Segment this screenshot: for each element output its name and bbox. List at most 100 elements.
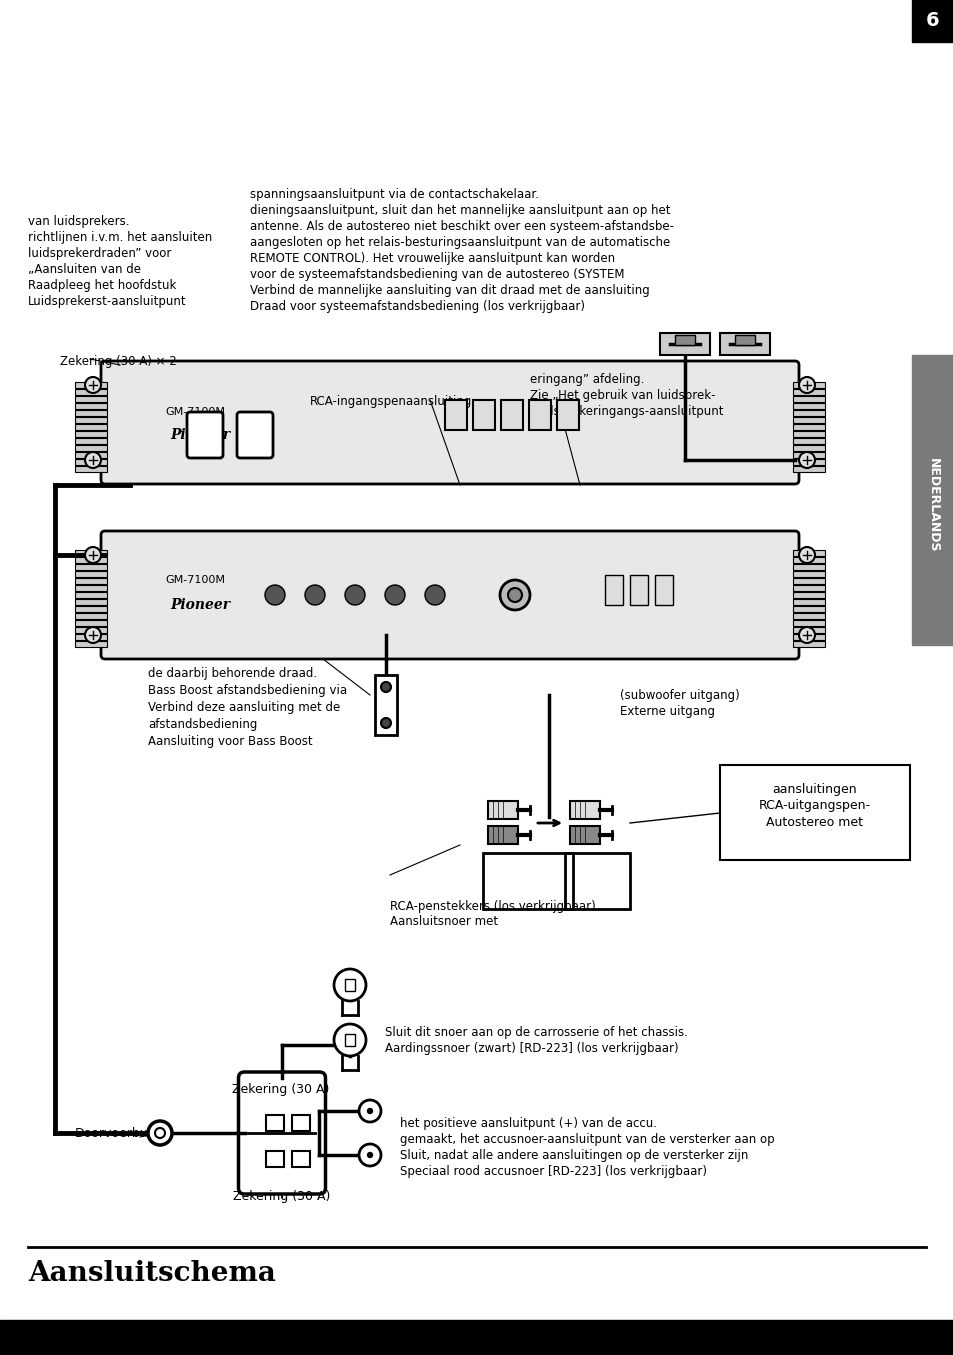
Bar — [75, 444, 107, 451]
Circle shape — [148, 1121, 172, 1145]
Text: Zie „Het gebruik van luidsprek-: Zie „Het gebruik van luidsprek- — [530, 389, 715, 402]
Text: Aansluitsnoer met: Aansluitsnoer met — [390, 915, 497, 928]
Text: Aansluiting voor Bass Boost: Aansluiting voor Bass Boost — [148, 734, 313, 748]
Text: eringang” afdeling.: eringang” afdeling. — [530, 373, 643, 386]
Text: de daarbij behorende draad.: de daarbij behorende draad. — [148, 667, 316, 680]
Circle shape — [380, 682, 391, 692]
Bar — [720, 766, 909, 860]
Bar — [792, 466, 824, 472]
Bar — [75, 438, 107, 444]
Text: Autostereo met: Autostereo met — [765, 817, 862, 829]
Bar — [792, 438, 824, 444]
Circle shape — [85, 547, 101, 562]
Bar — [75, 612, 107, 619]
Bar — [500, 400, 522, 430]
Text: van luidsprekers.: van luidsprekers. — [28, 215, 130, 228]
Circle shape — [507, 588, 521, 602]
Bar — [75, 627, 107, 633]
Bar — [529, 400, 551, 430]
Text: Speciaal rood accusnoer [RD-223] (los verkrijgbaar): Speciaal rood accusnoer [RD-223] (los ve… — [399, 1165, 706, 1177]
Bar — [655, 575, 672, 604]
Circle shape — [385, 585, 405, 604]
Circle shape — [367, 1108, 372, 1114]
Bar — [75, 570, 107, 577]
Bar — [792, 564, 824, 570]
Text: Raadpleeg het hoofdstuk: Raadpleeg het hoofdstuk — [28, 279, 176, 291]
Text: Luidsprekeringangs-aansluitpunt: Luidsprekeringangs-aansluitpunt — [530, 405, 723, 417]
Circle shape — [154, 1127, 165, 1138]
Bar — [444, 400, 467, 430]
Text: Verbind de mannelijke aansluiting van dit draad met de aansluiting: Verbind de mannelijke aansluiting van di… — [250, 285, 649, 297]
FancyBboxPatch shape — [101, 360, 799, 484]
Text: gemaakt, het accusnoer-aansluitpunt van de versterker aan op: gemaakt, het accusnoer-aansluitpunt van … — [399, 1133, 774, 1146]
Text: RCA-penstekkers (los verkrijgbaar).: RCA-penstekkers (los verkrijgbaar). — [390, 900, 598, 913]
Text: „Aansluiten van de: „Aansluiten van de — [28, 263, 141, 276]
Bar — [75, 453, 107, 458]
Bar — [292, 1150, 310, 1167]
Text: Doorvoerbuisje: Doorvoerbuisje — [75, 1127, 170, 1140]
Bar — [557, 400, 578, 430]
Bar — [604, 575, 622, 604]
Bar — [675, 335, 695, 346]
Text: REMOTE CONTROL). Het vrouwelijke aansluitpunt kan worden: REMOTE CONTROL). Het vrouwelijke aanslui… — [250, 252, 615, 266]
Bar — [792, 424, 824, 430]
FancyBboxPatch shape — [236, 412, 273, 458]
Bar — [569, 801, 599, 818]
Bar — [911, 0, 953, 42]
Text: aangesloten op het relais-besturingsaansluitpunt van de automatische: aangesloten op het relais-besturingsaans… — [250, 236, 670, 249]
Bar — [792, 453, 824, 458]
Text: Zekering (30 A): Zekering (30 A) — [233, 1190, 331, 1203]
Text: Verbind deze aansluiting met de: Verbind deze aansluiting met de — [148, 701, 340, 714]
Bar — [720, 333, 769, 355]
Text: Aardingssnoer (zwart) [RD-223] (los verkrijgbaar): Aardingssnoer (zwart) [RD-223] (los verk… — [385, 1042, 678, 1056]
Circle shape — [358, 1100, 380, 1122]
Bar — [792, 389, 824, 396]
Bar — [75, 466, 107, 472]
Bar — [75, 592, 107, 598]
Text: Zekering (30 A) × 2: Zekering (30 A) × 2 — [60, 355, 176, 369]
Bar — [473, 400, 495, 430]
Text: NEDERLANDS: NEDERLANDS — [925, 458, 939, 553]
Bar — [488, 827, 517, 844]
Bar — [75, 606, 107, 612]
Text: Draad voor systeemafstandsbediening (los verkrijgbaar): Draad voor systeemafstandsbediening (los… — [250, 299, 584, 313]
Bar — [75, 396, 107, 402]
Circle shape — [85, 377, 101, 393]
Bar — [792, 627, 824, 633]
Bar — [792, 396, 824, 402]
Text: Externe uitgang: Externe uitgang — [619, 705, 714, 718]
Text: Pioneer: Pioneer — [170, 598, 230, 612]
Bar — [75, 424, 107, 430]
Bar — [792, 417, 824, 423]
Text: RCA-ingangspenaansluiting: RCA-ingangspenaansluiting — [310, 396, 472, 408]
Bar — [292, 1115, 310, 1131]
Text: 6: 6 — [925, 11, 939, 30]
Circle shape — [424, 585, 444, 604]
Circle shape — [380, 718, 391, 728]
Bar — [266, 1150, 284, 1167]
Text: GM-7100M: GM-7100M — [165, 406, 225, 417]
Bar — [792, 606, 824, 612]
Bar — [75, 621, 107, 626]
Bar — [75, 634, 107, 640]
Circle shape — [499, 580, 530, 610]
Text: aansluitingen: aansluitingen — [772, 782, 857, 795]
Circle shape — [85, 627, 101, 644]
Bar — [734, 335, 754, 346]
Text: Pioneer: Pioneer — [170, 428, 230, 442]
Bar — [911, 355, 953, 645]
Text: Sluit, nadat alle andere aansluitingen op de versterker zijn: Sluit, nadat alle andere aansluitingen o… — [399, 1149, 747, 1163]
Text: voor de systeemafstandsbediening van de autostereo (SYSTEM: voor de systeemafstandsbediening van de … — [250, 268, 624, 280]
Bar — [629, 575, 647, 604]
Bar — [75, 557, 107, 562]
Bar — [75, 641, 107, 646]
Bar — [792, 431, 824, 438]
Text: richtlijnen i.v.m. het aansluiten: richtlijnen i.v.m. het aansluiten — [28, 230, 212, 244]
Text: Aansluitschema: Aansluitschema — [28, 1260, 275, 1287]
Bar — [75, 599, 107, 604]
Bar — [792, 621, 824, 626]
Circle shape — [334, 1024, 366, 1056]
Bar — [75, 459, 107, 465]
Bar — [792, 612, 824, 619]
Bar — [792, 592, 824, 598]
